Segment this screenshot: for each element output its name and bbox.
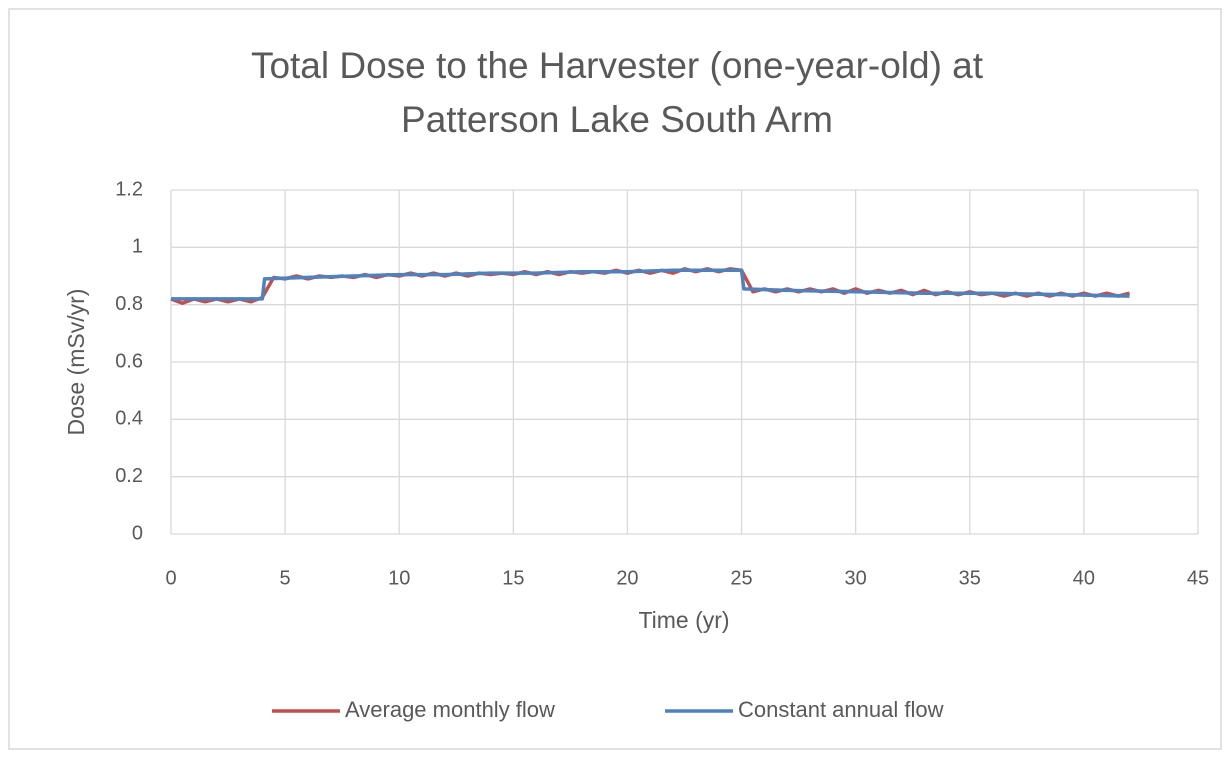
chart-title: Patterson Lake South Arm bbox=[401, 99, 833, 140]
legend-label: Average monthly flow bbox=[345, 697, 555, 722]
chart-border bbox=[8, 8, 1222, 750]
y-tick-label: 0.2 bbox=[115, 465, 143, 487]
x-tick-label: 0 bbox=[165, 567, 176, 589]
x-tick-label: 40 bbox=[1073, 567, 1095, 589]
y-tick-label: 0.8 bbox=[115, 293, 143, 315]
y-tick-label: 1 bbox=[132, 236, 143, 258]
x-tick-label: 15 bbox=[502, 567, 524, 589]
x-tick-label: 20 bbox=[616, 567, 638, 589]
y-tick-label: 1.2 bbox=[115, 178, 143, 200]
x-tick-label: 45 bbox=[1187, 567, 1209, 589]
x-tick-label: 30 bbox=[845, 567, 867, 589]
y-axis-label: Dose (mSv/yr) bbox=[63, 289, 89, 436]
x-tick-label: 35 bbox=[959, 567, 981, 589]
chart-title: Total Dose to the Harvester (one-year-ol… bbox=[251, 45, 984, 86]
y-tick-label: 0.4 bbox=[115, 408, 143, 430]
x-tick-label: 5 bbox=[280, 567, 291, 589]
y-tick-label: 0.6 bbox=[115, 350, 143, 372]
x-tick-label: 25 bbox=[730, 567, 752, 589]
y-tick-label: 0 bbox=[132, 522, 143, 544]
legend-label: Constant annual flow bbox=[738, 697, 944, 722]
line-series bbox=[171, 268, 1130, 301]
x-tick-label: 10 bbox=[388, 567, 410, 589]
x-axis-label: Time (yr) bbox=[638, 607, 729, 633]
